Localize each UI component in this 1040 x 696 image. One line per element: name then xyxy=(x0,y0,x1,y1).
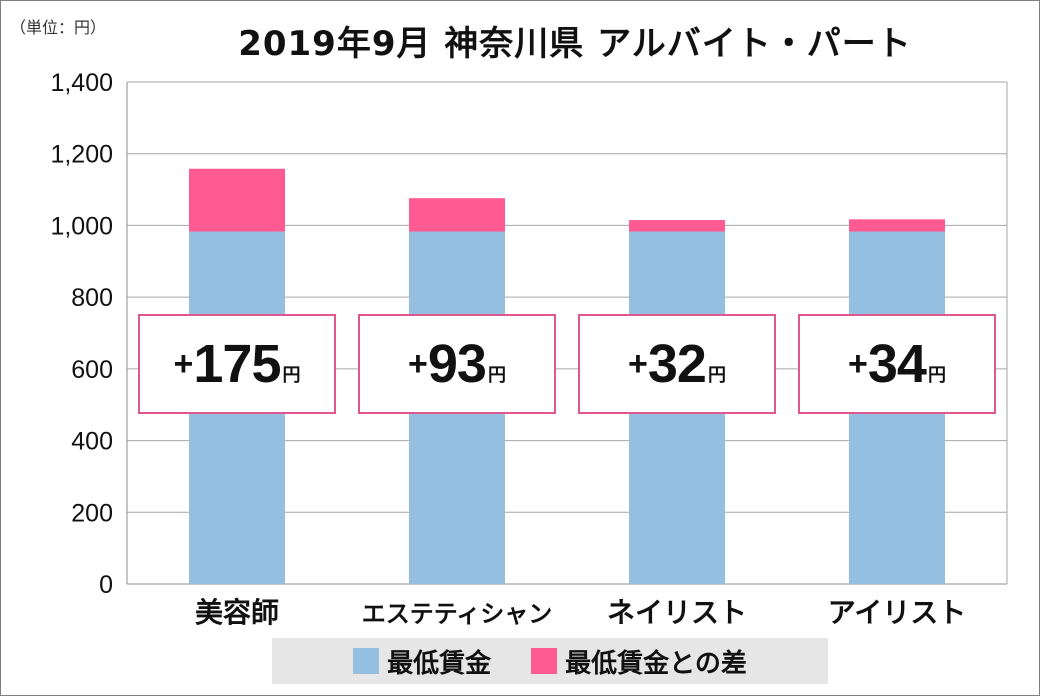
y-tick-label: 200 xyxy=(71,499,113,527)
legend-swatch-diff xyxy=(531,648,558,674)
difference-value: 93 xyxy=(427,334,487,394)
difference-plus-sign: + xyxy=(173,344,194,383)
y-tick-label: 600 xyxy=(71,356,113,384)
x-category-label: 美容師 xyxy=(195,596,279,629)
bar-diff xyxy=(409,198,505,232)
difference-callout: +34 円 xyxy=(798,314,996,414)
y-tick-label: 0 xyxy=(99,571,113,599)
difference-unit: 円 xyxy=(927,365,946,386)
bar-diff xyxy=(189,168,285,232)
difference-unit: 円 xyxy=(487,365,506,386)
chart-title: 2019年9月 神奈川県 アルバイト・パート xyxy=(238,24,912,64)
difference-callout: +93 円 xyxy=(358,314,556,414)
y-tick-label: 400 xyxy=(71,428,113,456)
difference-callout: +32 円 xyxy=(578,314,776,414)
legend-item-base: 最低賃金 xyxy=(353,643,491,680)
bar-diff xyxy=(849,219,945,232)
legend-label-diff: 最低賃金との差 xyxy=(565,648,747,679)
y-tick-label: 800 xyxy=(71,284,113,312)
x-category-label: エステティシャン xyxy=(362,600,553,628)
x-category-label: ネイリスト xyxy=(607,596,747,629)
unit-label: （単位：円） xyxy=(10,18,107,37)
legend-swatch-base xyxy=(353,648,380,674)
y-tick-label: 1,200 xyxy=(50,141,113,169)
y-tick-label: 1,400 xyxy=(50,69,113,97)
difference-value: 32 xyxy=(647,334,707,394)
y-tick-label: 1,000 xyxy=(50,212,113,240)
legend-item-diff: 最低賃金との差 xyxy=(531,643,747,680)
difference-unit: 円 xyxy=(282,365,301,386)
difference-plus-sign: + xyxy=(848,344,868,383)
x-category-label: アイリスト xyxy=(828,596,967,629)
difference-value: 175 xyxy=(193,334,281,394)
difference-callout: +175 円 xyxy=(138,314,336,414)
difference-unit: 円 xyxy=(707,365,726,386)
difference-plus-sign: + xyxy=(408,344,428,383)
legend-label-base: 最低賃金 xyxy=(387,648,492,679)
difference-value: 34 xyxy=(867,334,927,394)
legend: 最低賃金 最低賃金との差 xyxy=(272,638,828,684)
bar-diff xyxy=(629,220,725,232)
difference-plus-sign: + xyxy=(628,344,648,383)
